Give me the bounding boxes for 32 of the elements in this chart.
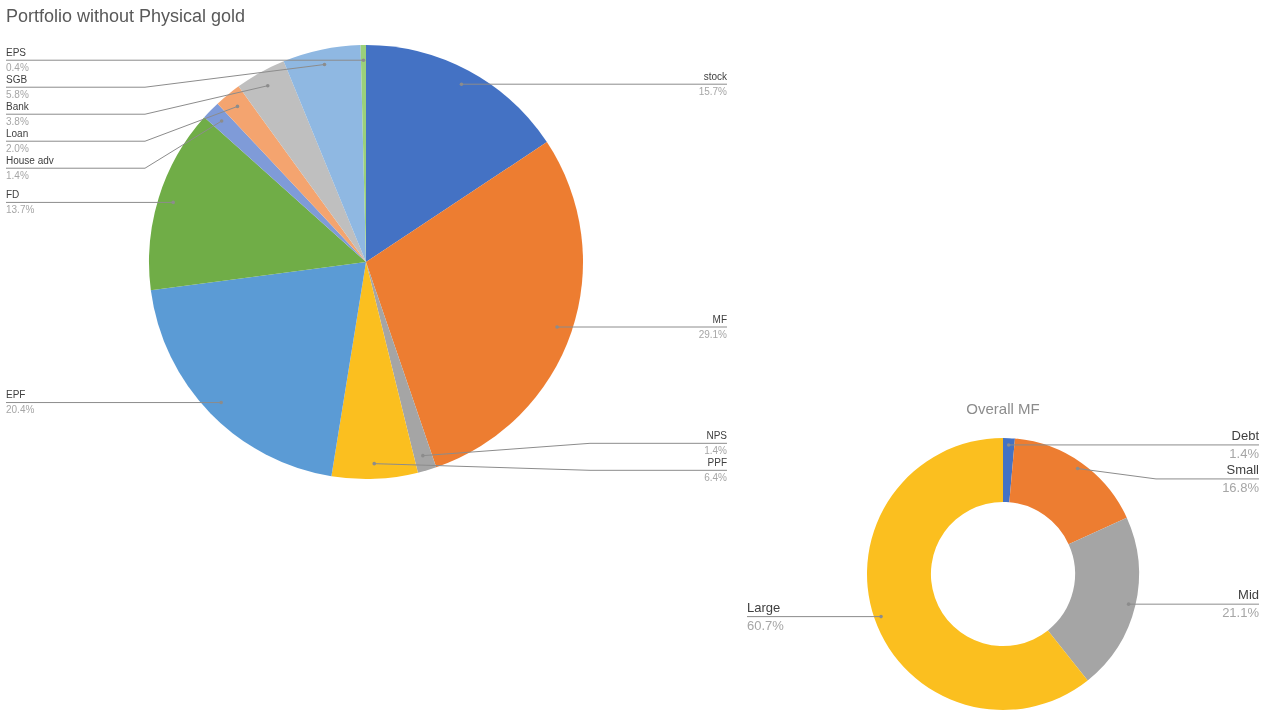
data-label: 15.7% <box>698 85 728 97</box>
slice-label: Bank <box>6 100 30 112</box>
slice-label: Small <box>1226 462 1260 477</box>
data-label: 5.8% <box>6 88 29 100</box>
data-label: 29.1% <box>698 328 728 340</box>
slice-label: Loan <box>6 127 29 139</box>
data-label: 2.0% <box>6 142 29 154</box>
data-label: 3.8% <box>6 115 29 127</box>
slice-label: House adv <box>6 154 54 166</box>
slice-label: FD <box>6 189 20 201</box>
slice-label: Mid <box>1238 587 1259 603</box>
data-label: 16.8% <box>1222 480 1260 495</box>
slice-label: PPF <box>707 457 727 469</box>
slice-label: stock <box>703 70 728 82</box>
data-label: 1.4% <box>1229 446 1260 461</box>
slice-label: NPS <box>706 430 728 442</box>
data-label: 1.4% <box>6 169 29 181</box>
data-label: 1.4% <box>704 445 728 457</box>
data-label: 21.1% <box>1222 605 1260 621</box>
slice-label: EPS <box>6 46 27 58</box>
data-label: 60.7% <box>747 617 785 633</box>
slice-label: MF <box>712 313 727 325</box>
slice-label: EPF <box>6 389 26 401</box>
slice-label: SGB <box>6 73 28 85</box>
chart-title: Overall MF <box>965 400 1041 417</box>
data-label: 20.4% <box>6 404 35 416</box>
slice-label: Large <box>747 599 781 615</box>
data-label: 13.7% <box>6 204 35 216</box>
chart-title: Portfolio without Physical gold <box>6 6 246 27</box>
data-label: 6.4% <box>704 472 728 484</box>
slice-label: Debt <box>1231 428 1260 443</box>
data-label: 0.4% <box>6 61 29 73</box>
